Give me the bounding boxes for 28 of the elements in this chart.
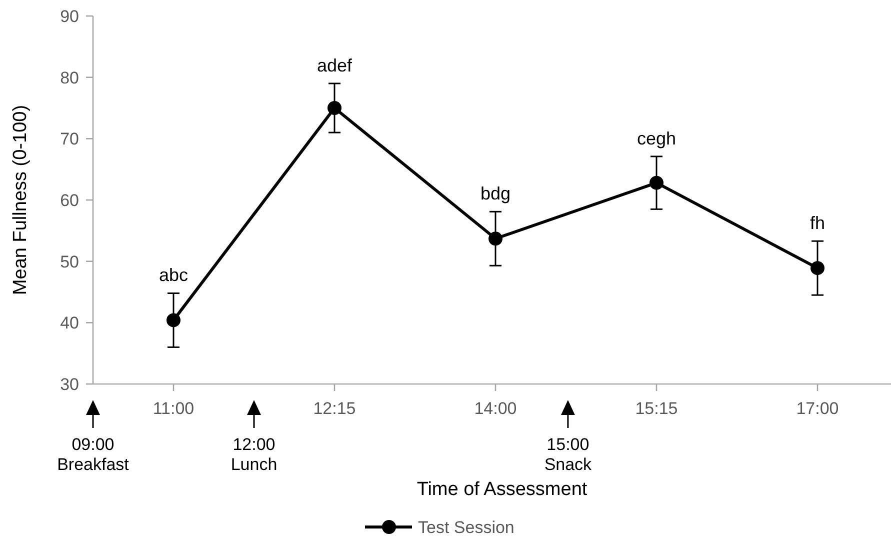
text: 09:00 Breakfast xyxy=(57,435,130,474)
point xyxy=(810,261,824,276)
annotation: cegh xyxy=(636,128,676,148)
annotation: abc xyxy=(158,265,188,286)
x-tick-label: 15:15 xyxy=(635,399,678,418)
y-tick-label: 30 xyxy=(60,374,79,394)
x-tick-label: 17:00 xyxy=(796,399,839,418)
text: 12:00 Lunch xyxy=(230,435,278,474)
y-tick-label: 80 xyxy=(60,68,79,88)
x-tick-label: 11:00 xyxy=(152,399,194,418)
annotation: fh xyxy=(810,213,826,234)
y-tick-label: 60 xyxy=(60,190,79,210)
x-tick-label: 12:15 xyxy=(313,399,356,418)
y-tick-label: 40 xyxy=(60,314,79,333)
point xyxy=(650,176,664,190)
annotation: bdg xyxy=(480,184,511,204)
legend-label: Test Session xyxy=(418,518,514,537)
y-tick-label: 70 xyxy=(60,130,79,149)
point xyxy=(166,313,180,328)
point xyxy=(328,101,342,115)
y-axis-title: Mean Fullness (0-100) xyxy=(10,104,31,296)
annotation: adef xyxy=(316,55,354,76)
text: 15:00 Snack xyxy=(544,435,592,474)
point xyxy=(488,232,502,246)
x-tick-label: 14:00 xyxy=(474,399,517,418)
x-axis-title: Time of Assessment xyxy=(416,479,588,500)
y-tick-label: 90 xyxy=(60,6,79,26)
y-tick-label: 50 xyxy=(60,252,79,272)
